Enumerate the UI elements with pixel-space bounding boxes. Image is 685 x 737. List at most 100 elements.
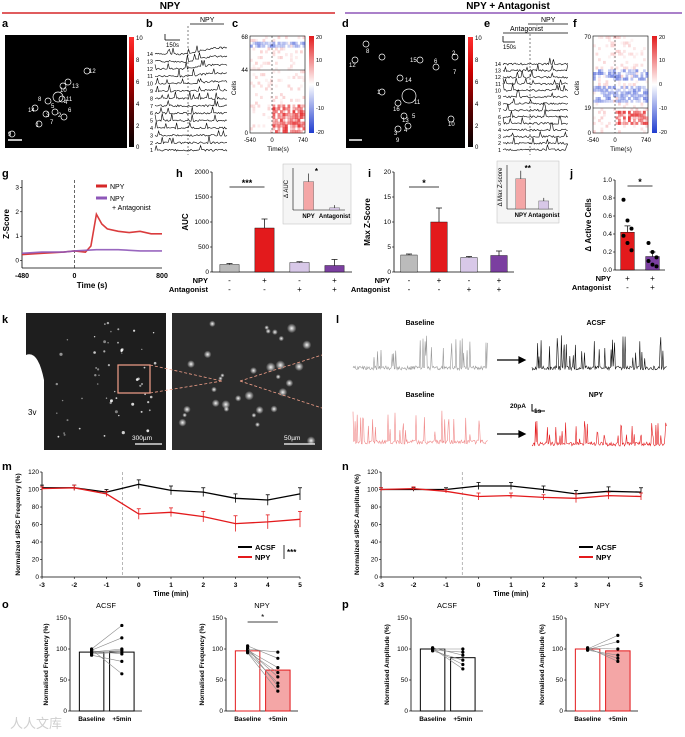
heatmap-cell [623,94,626,98]
row-value: + [497,276,502,285]
heatmap-cell [645,99,649,103]
x-tick-label: -2 [71,582,77,589]
inset-bar [515,178,526,210]
heatmap-cell [295,73,298,77]
legend-label: NPY [110,196,125,203]
paired-line [91,649,123,675]
category-label: Baseline [234,716,261,723]
heatmap-cell [270,130,273,134]
heatmap-cell [613,91,616,95]
panel-title: ACSF [437,601,457,610]
heatmap-cell [302,124,306,128]
heatmap-cell [295,124,298,128]
trace-row-label: 10 [495,88,501,94]
heatmap-cell [292,110,296,114]
heatmap-cell [267,47,271,51]
heatmap-cell [290,121,293,125]
heatmap-cell [262,124,266,128]
heatmap-cell [595,97,599,100]
heatmap-cell [645,80,649,84]
heatmap-cell [598,83,601,87]
heatmap-cell [277,124,281,128]
y-tick-label: 120 [28,469,39,476]
y-tick-label: 5 [387,244,391,251]
calcium-trace [502,83,569,92]
heatmap-cell [630,88,634,92]
heatmap-cell [257,124,261,128]
calcium-trace [154,84,228,93]
heatmap-cell [625,60,629,64]
sipsc-trace [531,420,667,447]
y-tick-label: 0 [559,708,563,715]
panel-a-cell-label: 12 [89,69,96,75]
data-point [276,666,280,670]
heatmap-cell [272,115,276,119]
trace-row-label: 5 [498,121,501,127]
neuron-cell [209,320,216,327]
neuron-dot [56,412,58,414]
heatmap-cell [593,74,596,78]
x-tick-label: 3 [574,582,578,589]
trace-row-label: 6 [498,115,501,121]
heatmap-cell [645,94,649,98]
heatmap-cell [302,78,306,82]
x-tick-label: -3 [39,582,45,589]
heatmap-cell [272,41,276,45]
heatmap-cell [282,121,286,125]
heatmap-cell [623,119,626,123]
heatmap-cell [260,56,263,60]
heatmap-cell [615,72,619,75]
neuron-dot [96,383,99,385]
heatmap-cell [635,88,639,92]
heatmap-cell [613,36,616,39]
paired-line [587,648,618,659]
heatmap-cell [638,88,641,92]
bar [289,262,310,273]
heatmap-cell [628,91,631,95]
data-point [625,218,630,223]
x-tick-label: -1 [443,582,449,589]
calcium-trace [502,89,569,99]
heatmap-cell [280,124,283,128]
neuron-cell [235,395,242,402]
heatmap-cell [625,102,629,106]
heatmap-cell [635,116,639,120]
heatmap-cell [280,93,283,97]
panel-d-cell-label: 3 [394,131,398,137]
heatmap-cell [623,99,626,103]
heatmap-cell [282,130,286,134]
y-axis-label: Normalised Amplitude (%) [539,624,546,705]
heatmap-cell [630,66,634,70]
heatmap-cell [623,124,626,128]
bar [324,265,345,273]
heatmap-cell [605,94,609,98]
svg-text:68: 68 [241,35,248,41]
heatmap-cell [635,85,639,89]
x-tick-label: 0 [477,582,481,589]
heatmap-cell [287,84,291,88]
trace-row-label: 3 [150,133,153,139]
heatmap-cell [275,67,278,71]
heatmap-cell [605,124,609,128]
heatmap-cell [252,124,256,128]
panel-title: NPY [254,601,269,610]
neuron-cell [251,412,257,418]
heatmap-cell [277,78,281,82]
category-label: +5min [112,716,131,723]
heatmap-cell [625,91,629,95]
heatmap-cell [598,72,601,75]
calcium-trace [502,115,568,125]
panel-a-cell-label: 11 [66,97,73,103]
panel-h-chart: 2000150010005000AUC--+--+++NPYAntagonist… [169,163,352,294]
heatmap-cell [618,121,621,125]
heatmap-cell [272,53,276,57]
panel-d-cell-label: 7 [453,70,457,76]
neuron-cell [278,335,284,342]
panel-letter-h: h [176,168,183,180]
heatmap-cell [613,69,616,73]
y-tick-label: 1.0 [603,177,612,184]
heatmap-cell [290,115,293,119]
calcium-trace [502,143,569,152]
